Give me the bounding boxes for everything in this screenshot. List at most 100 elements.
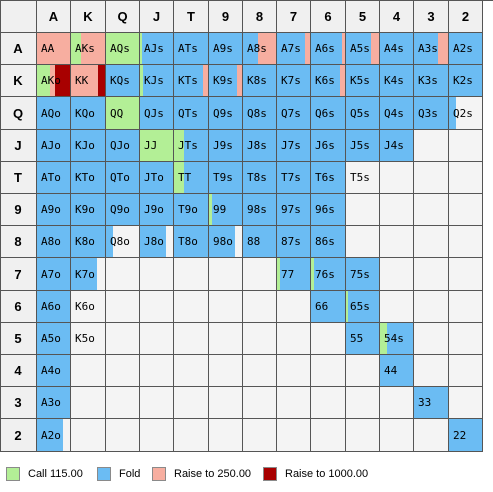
hand-cell-a5s[interactable]: A5s — [346, 33, 380, 65]
hand-cell-ats[interactable]: ATs — [174, 33, 209, 65]
hand-cell-j9o[interactable]: J9o — [140, 194, 174, 226]
hand-cell-t8s[interactable]: T8s — [243, 162, 277, 194]
hand-cell-q8o[interactable]: Q8o — [106, 226, 140, 258]
hand-cell-k7s[interactable]: K7s — [277, 65, 311, 97]
hand-cell-q8s[interactable]: Q8s — [243, 97, 277, 130]
hand-cell-empty[interactable] — [209, 258, 243, 291]
hand-cell-empty[interactable] — [243, 355, 277, 387]
hand-cell-a7s[interactable]: A7s — [277, 33, 311, 65]
hand-cell-empty[interactable] — [71, 387, 106, 419]
hand-cell-t5s[interactable]: T5s — [346, 162, 380, 194]
hand-cell-76s[interactable]: 76s — [311, 258, 346, 291]
hand-cell-j7s[interactable]: J7s — [277, 130, 311, 162]
hand-cell-empty[interactable] — [380, 291, 414, 323]
hand-cell-ajs[interactable]: AJs — [140, 33, 174, 65]
hand-cell-kqs[interactable]: KQs — [106, 65, 140, 97]
hand-cell-j8o[interactable]: J8o — [140, 226, 174, 258]
hand-cell-jj[interactable]: JJ — [140, 130, 174, 162]
hand-cell-empty[interactable] — [380, 258, 414, 291]
hand-cell-a6o[interactable]: A6o — [37, 291, 71, 323]
hand-cell-k3s[interactable]: K3s — [414, 65, 449, 97]
hand-cell-empty[interactable] — [243, 419, 277, 452]
hand-cell-empty[interactable] — [174, 258, 209, 291]
hand-cell-97s[interactable]: 97s — [277, 194, 311, 226]
hand-cell-empty[interactable] — [380, 162, 414, 194]
hand-cell-j6s[interactable]: J6s — [311, 130, 346, 162]
hand-cell-empty[interactable] — [140, 419, 174, 452]
hand-cell-empty[interactable] — [380, 419, 414, 452]
hand-cell-99[interactable]: 99 — [209, 194, 243, 226]
hand-cell-empty[interactable] — [174, 419, 209, 452]
hand-cell-qjs[interactable]: QJs — [140, 97, 174, 130]
hand-cell-empty[interactable] — [174, 323, 209, 355]
hand-cell-kto[interactable]: KTo — [71, 162, 106, 194]
hand-cell-empty[interactable] — [449, 355, 483, 387]
hand-cell-k6s[interactable]: K6s — [311, 65, 346, 97]
hand-cell-empty[interactable] — [243, 291, 277, 323]
hand-cell-j8s[interactable]: J8s — [243, 130, 277, 162]
hand-cell-empty[interactable] — [174, 355, 209, 387]
hand-cell-aa[interactable]: AA — [37, 33, 71, 65]
hand-cell-q9o[interactable]: Q9o — [106, 194, 140, 226]
hand-cell-87s[interactable]: 87s — [277, 226, 311, 258]
hand-cell-q5s[interactable]: Q5s — [346, 97, 380, 130]
hand-cell-jto[interactable]: JTo — [140, 162, 174, 194]
hand-cell-k9o[interactable]: K9o — [71, 194, 106, 226]
hand-cell-empty[interactable] — [106, 355, 140, 387]
hand-cell-empty[interactable] — [106, 258, 140, 291]
hand-cell-q3s[interactable]: Q3s — [414, 97, 449, 130]
hand-cell-kqo[interactable]: KQo — [71, 97, 106, 130]
hand-cell-aqs[interactable]: AQs — [106, 33, 140, 65]
hand-cell-k4s[interactable]: K4s — [380, 65, 414, 97]
hand-cell-empty[interactable] — [277, 419, 311, 452]
hand-cell-empty[interactable] — [71, 355, 106, 387]
hand-cell-a8o[interactable]: A8o — [37, 226, 71, 258]
hand-cell-empty[interactable] — [243, 258, 277, 291]
hand-cell-empty[interactable] — [209, 387, 243, 419]
hand-cell-54s[interactable]: 54s — [380, 323, 414, 355]
hand-cell-kts[interactable]: KTs — [174, 65, 209, 97]
hand-cell-empty[interactable] — [414, 291, 449, 323]
hand-cell-empty[interactable] — [449, 194, 483, 226]
hand-cell-a2s[interactable]: A2s — [449, 33, 483, 65]
hand-cell-empty[interactable] — [311, 419, 346, 452]
hand-cell-65s[interactable]: 65s — [346, 291, 380, 323]
hand-cell-empty[interactable] — [106, 387, 140, 419]
hand-cell-empty[interactable] — [380, 194, 414, 226]
hand-cell-86s[interactable]: 86s — [311, 226, 346, 258]
hand-cell-a9s[interactable]: A9s — [209, 33, 243, 65]
hand-cell-t9o[interactable]: T9o — [174, 194, 209, 226]
hand-cell-a8s[interactable]: A8s — [243, 33, 277, 65]
hand-cell-k2s[interactable]: K2s — [449, 65, 483, 97]
hand-cell-empty[interactable] — [449, 162, 483, 194]
hand-cell-empty[interactable] — [449, 258, 483, 291]
hand-cell-kjo[interactable]: KJo — [71, 130, 106, 162]
hand-cell-t9s[interactable]: T9s — [209, 162, 243, 194]
hand-cell-77[interactable]: 77 — [277, 258, 311, 291]
hand-cell-empty[interactable] — [414, 419, 449, 452]
hand-cell-empty[interactable] — [346, 355, 380, 387]
hand-cell-empty[interactable] — [140, 355, 174, 387]
hand-cell-j9s[interactable]: J9s — [209, 130, 243, 162]
hand-cell-empty[interactable] — [414, 162, 449, 194]
hand-cell-empty[interactable] — [380, 226, 414, 258]
hand-cell-a9o[interactable]: A9o — [37, 194, 71, 226]
hand-cell-empty[interactable] — [346, 226, 380, 258]
hand-cell-33[interactable]: 33 — [414, 387, 449, 419]
hand-cell-empty[interactable] — [174, 387, 209, 419]
hand-cell-ajo[interactable]: AJo — [37, 130, 71, 162]
hand-cell-empty[interactable] — [311, 323, 346, 355]
hand-cell-k7o[interactable]: K7o — [71, 258, 106, 291]
hand-cell-empty[interactable] — [106, 291, 140, 323]
hand-cell-empty[interactable] — [277, 355, 311, 387]
hand-cell-k5s[interactable]: K5s — [346, 65, 380, 97]
hand-cell-empty[interactable] — [449, 291, 483, 323]
hand-cell-k9s[interactable]: K9s — [209, 65, 243, 97]
hand-cell-a4o[interactable]: A4o — [37, 355, 71, 387]
hand-cell-empty[interactable] — [243, 323, 277, 355]
hand-cell-a7o[interactable]: A7o — [37, 258, 71, 291]
hand-cell-55[interactable]: 55 — [346, 323, 380, 355]
hand-cell-empty[interactable] — [209, 291, 243, 323]
hand-cell-empty[interactable] — [140, 291, 174, 323]
hand-cell-k8o[interactable]: K8o — [71, 226, 106, 258]
